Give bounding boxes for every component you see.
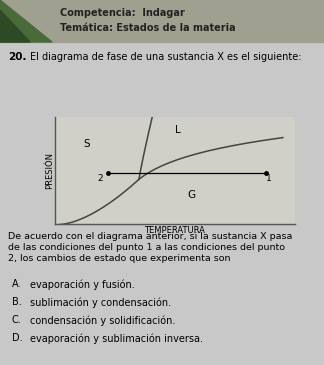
Text: D.: D. <box>12 333 23 343</box>
Text: G: G <box>187 189 195 200</box>
Text: 20.: 20. <box>8 52 27 62</box>
Text: evaporación y sublimación inversa.: evaporación y sublimación inversa. <box>30 333 203 343</box>
Text: A.: A. <box>12 279 21 289</box>
Bar <box>0 0 324 42</box>
Text: Temática: Estados de la materia: Temática: Estados de la materia <box>60 23 236 33</box>
Y-axis label: PRESIÓN: PRESIÓN <box>45 152 54 189</box>
X-axis label: TEMPERATURA: TEMPERATURA <box>145 226 205 235</box>
Text: L: L <box>175 125 181 135</box>
Text: 2: 2 <box>98 174 103 183</box>
Text: sublimación y condensación.: sublimación y condensación. <box>30 297 171 307</box>
Text: S: S <box>84 139 90 149</box>
Polygon shape <box>0 0 52 42</box>
Text: De acuerdo con el diagrama anterior, si la sustancia X pasa: De acuerdo con el diagrama anterior, si … <box>8 232 292 241</box>
Text: El diagrama de fase de una sustancia X es el siguiente:: El diagrama de fase de una sustancia X e… <box>30 52 302 62</box>
Text: C.: C. <box>12 315 22 325</box>
Text: de las condiciones del punto 1 a las condiciones del punto: de las condiciones del punto 1 a las con… <box>8 243 285 252</box>
Text: condensación y solidificación.: condensación y solidificación. <box>30 315 175 326</box>
Text: evaporación y fusión.: evaporación y fusión. <box>30 279 135 289</box>
Text: Competencia:  Indagar: Competencia: Indagar <box>60 8 185 18</box>
Polygon shape <box>0 10 30 42</box>
Text: 2, los cambios de estado que experimenta son: 2, los cambios de estado que experimenta… <box>8 254 230 263</box>
Text: 1: 1 <box>266 174 271 183</box>
Text: B.: B. <box>12 297 22 307</box>
